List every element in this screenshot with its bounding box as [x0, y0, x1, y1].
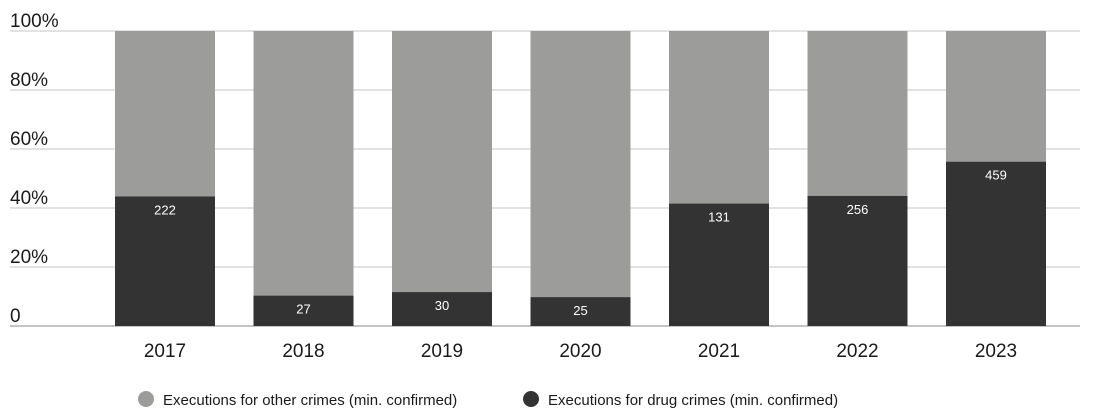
legend-item: Executions for other crimes (min. confir…: [138, 391, 457, 409]
bars: 222 27 30 25 131 256 459: [115, 31, 1046, 326]
bar-drug-crimes: [669, 203, 769, 326]
bar-drug-crimes: [530, 297, 631, 326]
x-tick-label: 2022: [836, 341, 878, 362]
y-tick-label: 80%: [10, 70, 48, 91]
x-tick-label: 2019: [421, 341, 463, 362]
x-tick-label: 2021: [698, 341, 740, 362]
legend-label: Executions for drug crimes (min. confirm…: [548, 392, 838, 409]
data-label: 131: [708, 210, 730, 225]
data-label: 30: [435, 298, 449, 313]
bar-other-crimes: [669, 31, 769, 204]
x-axis: 2017 2018 2019 2020 2021 2022 2023: [144, 341, 1017, 362]
data-label: 459: [985, 168, 1007, 183]
legend-label: Executions for other crimes (min. confir…: [163, 392, 457, 409]
bar-drug-crimes: [115, 196, 215, 326]
y-tick-label: 20%: [10, 247, 48, 268]
data-label: 25: [573, 303, 587, 318]
y-tick-label: 100%: [10, 11, 59, 32]
legend-swatch-icon: [138, 391, 154, 407]
data-label: 256: [847, 202, 869, 217]
y-tick-label: 60%: [10, 129, 48, 150]
bar-drug-crimes: [253, 295, 354, 326]
y-axis: 0 20% 40% 60% 80% 100%: [10, 11, 59, 327]
x-tick-label: 2017: [144, 341, 186, 362]
x-tick-label: 2023: [975, 341, 1017, 362]
y-tick-label: 40%: [10, 188, 48, 209]
bar-other-crimes: [807, 31, 908, 196]
data-label: 222: [154, 202, 176, 217]
bar-other-crimes: [392, 31, 492, 293]
bar-drug-crimes: [946, 161, 1046, 326]
y-tick-label: 0: [10, 306, 21, 327]
bar-drug-crimes: [807, 195, 908, 326]
bar-other-crimes: [115, 31, 215, 197]
x-tick-label: 2020: [559, 341, 601, 362]
bar-other-crimes: [946, 31, 1046, 162]
bar-other-crimes: [530, 31, 631, 298]
legend-swatch-icon: [523, 391, 539, 407]
bar-other-crimes: [253, 31, 354, 296]
legend: Executions for other crimes (min. confir…: [138, 391, 838, 409]
legend-item: Executions for drug crimes (min. confirm…: [523, 391, 838, 409]
x-tick-label: 2018: [282, 341, 324, 362]
bar-drug-crimes: [392, 292, 492, 326]
data-label: 27: [296, 302, 310, 317]
